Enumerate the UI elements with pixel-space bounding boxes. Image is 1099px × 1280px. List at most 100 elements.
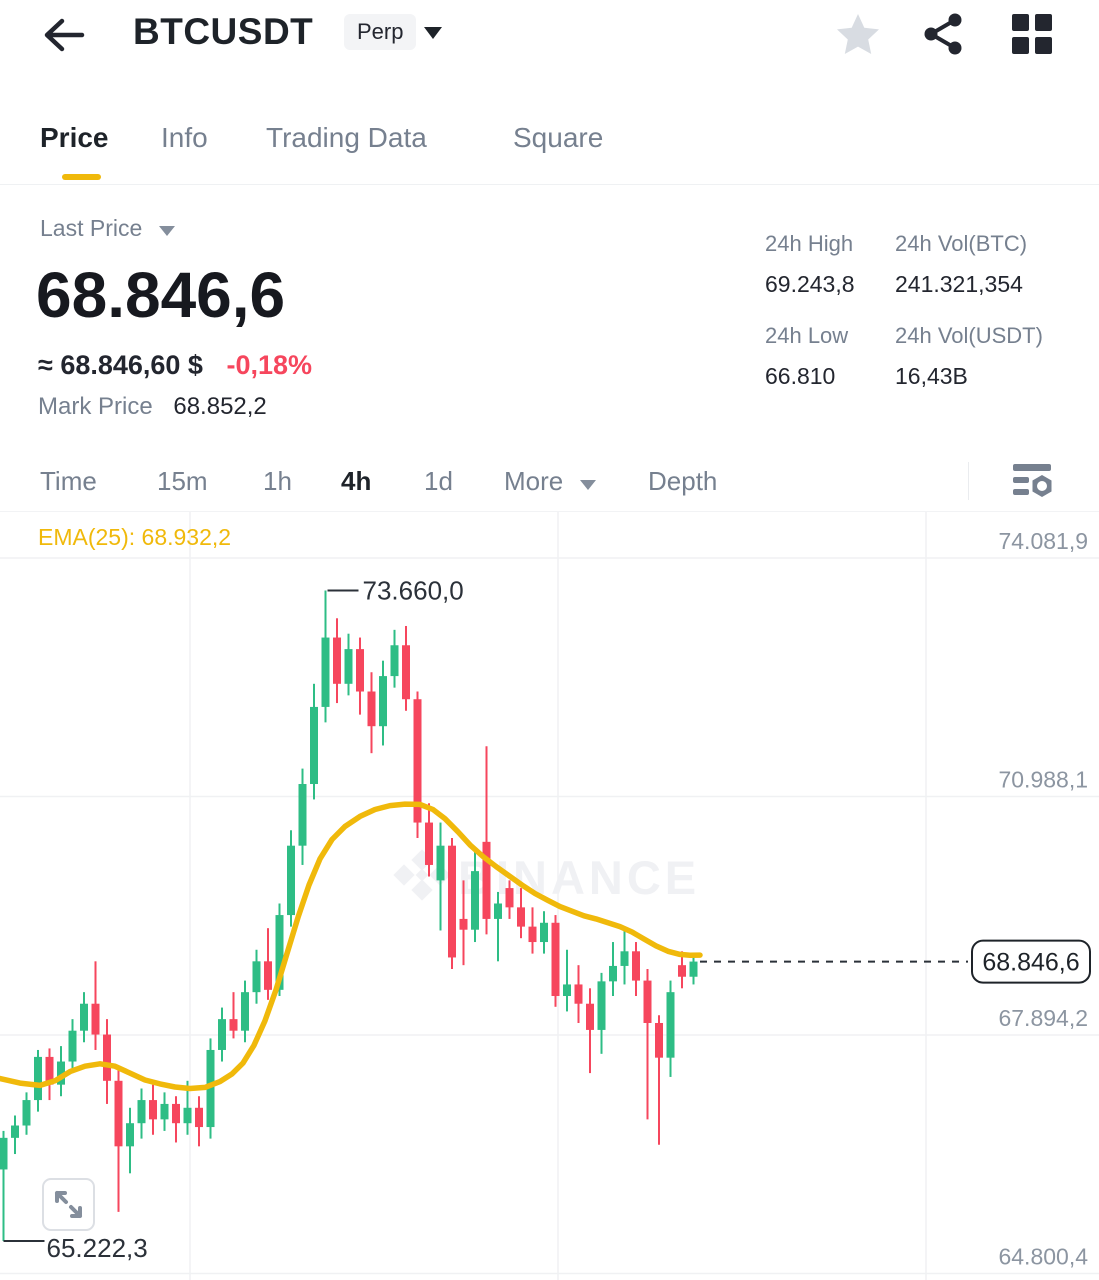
depth-button[interactable]: Depth	[648, 466, 718, 496]
high-value-label: 73.660,0	[363, 576, 464, 606]
candle-body	[505, 888, 514, 908]
candle-body	[0, 1137, 8, 1170]
layout-grid-button[interactable]	[1012, 14, 1052, 59]
symbol-dropdown[interactable]	[424, 26, 442, 44]
candle-body	[609, 965, 617, 982]
active-tab-underline	[62, 174, 101, 180]
candle-body	[333, 637, 341, 684]
y-axis-label: 74.081,9	[998, 528, 1088, 554]
tab-square[interactable]: Square	[513, 122, 604, 153]
candle-body	[160, 1103, 169, 1120]
back-arrow-icon	[44, 18, 85, 52]
favorite-button[interactable]	[835, 12, 881, 61]
chevron-down-icon	[158, 226, 175, 236]
tab-info[interactable]: Info	[161, 122, 208, 153]
stat-value-24h-low: 66.810	[765, 363, 836, 389]
star-icon	[837, 14, 879, 54]
candle-body	[471, 871, 479, 930]
candle-body	[390, 645, 399, 677]
candle-body	[91, 1003, 100, 1035]
candle-body	[344, 649, 353, 684]
change-percent: -0,18%	[226, 350, 313, 380]
candle-body	[655, 1022, 663, 1058]
candle-body	[517, 907, 525, 927]
candle-body	[310, 706, 318, 785]
chart-gridlines	[0, 512, 1099, 1280]
candle-body	[356, 649, 364, 692]
ema-indicator-label: EMA(25): 68.932,2	[38, 524, 232, 550]
indicator-settings-icon	[1013, 464, 1052, 497]
candle-body	[137, 1100, 146, 1124]
stat-label-24h-high: 24h High	[765, 231, 854, 256]
candle-body	[287, 845, 295, 916]
symbol-title: BTCUSDT	[133, 11, 314, 52]
last-price-tag-box	[971, 939, 1091, 984]
candle-body	[448, 845, 456, 958]
last-price-label: Last Price	[40, 215, 143, 241]
candle-body	[413, 699, 422, 823]
tab-trading-data[interactable]: Trading Data	[266, 122, 427, 153]
share-button[interactable]	[922, 12, 966, 61]
price-type-selector[interactable]: Last Price	[40, 215, 175, 242]
expand-arrows-icon	[55, 1191, 82, 1218]
stat-label-24h-low: 24h Low	[765, 323, 849, 348]
interval-more[interactable]: More	[504, 466, 597, 497]
low-value-label: 65.222,3	[47, 1233, 148, 1263]
candle-body	[229, 1019, 238, 1031]
tab-price[interactable]: Price	[40, 122, 109, 153]
candle-body	[172, 1103, 180, 1124]
tabs-divider	[0, 184, 1099, 185]
y-axis-labels: 74.081,9 70.988,1 67.894,2 64.800,4	[998, 528, 1088, 1269]
candle-body	[402, 645, 410, 700]
candle-body	[425, 822, 433, 865]
candle-body	[57, 1061, 65, 1085]
candle-body	[597, 981, 606, 1030]
candle-body	[218, 1019, 226, 1050]
candle-body	[482, 841, 491, 919]
last-price-tag: 68.846,6	[971, 939, 1091, 984]
candle-body	[689, 961, 698, 977]
candle-body	[183, 1107, 192, 1124]
candle-body	[563, 984, 571, 997]
mark-price-value: 68.852,2	[173, 393, 267, 420]
candle-body	[379, 676, 387, 727]
candle-body	[367, 691, 376, 727]
candle-body	[540, 922, 548, 943]
candle-body	[298, 784, 307, 846]
binance-logo-icon	[415, 868, 429, 882]
indicator-settings-button[interactable]	[1012, 462, 1054, 507]
candle-body	[45, 1056, 54, 1085]
candle-body	[574, 984, 583, 1004]
binance-logo-icon	[393, 864, 415, 886]
interval-time[interactable]: Time	[40, 466, 97, 496]
candle-body	[620, 951, 629, 966]
candle-body	[586, 1003, 594, 1030]
chevron-down-icon	[580, 480, 597, 490]
candle-body	[494, 903, 502, 919]
candle-body	[678, 965, 686, 977]
candle-body	[103, 1034, 111, 1081]
candle-body	[321, 637, 330, 707]
interval-1h[interactable]: 1h	[263, 466, 292, 496]
candle-body	[126, 1123, 134, 1147]
stat-label-24h-vol-btc: 24h Vol(BTC)	[895, 231, 1028, 256]
candlestick-chart[interactable]: BINANCE73.660,065.222,368.846,674.081,97…	[0, 512, 1099, 1280]
interval-1d[interactable]: 1d	[424, 466, 453, 496]
candle-body	[149, 1100, 157, 1120]
candle-body	[22, 1100, 31, 1126]
back-button[interactable]	[40, 17, 86, 53]
low-annotation: 65.222,3	[3, 1233, 148, 1263]
interval-4h[interactable]: 4h	[341, 466, 372, 496]
mark-price-label: Mark Price	[38, 393, 153, 420]
ema-line	[0, 801, 703, 1092]
more-label: More	[504, 466, 564, 496]
fullscreen-expand-button[interactable]	[42, 1178, 95, 1231]
interval-15m[interactable]: 15m	[157, 466, 208, 496]
y-axis-label: 67.894,2	[998, 1005, 1088, 1031]
toolbar-bottom-divider	[0, 511, 1099, 512]
candle-body	[68, 1030, 77, 1062]
high-annotation: 73.660,0	[327, 576, 464, 606]
y-axis-label: 64.800,4	[998, 1243, 1088, 1269]
candle-body	[34, 1056, 42, 1101]
